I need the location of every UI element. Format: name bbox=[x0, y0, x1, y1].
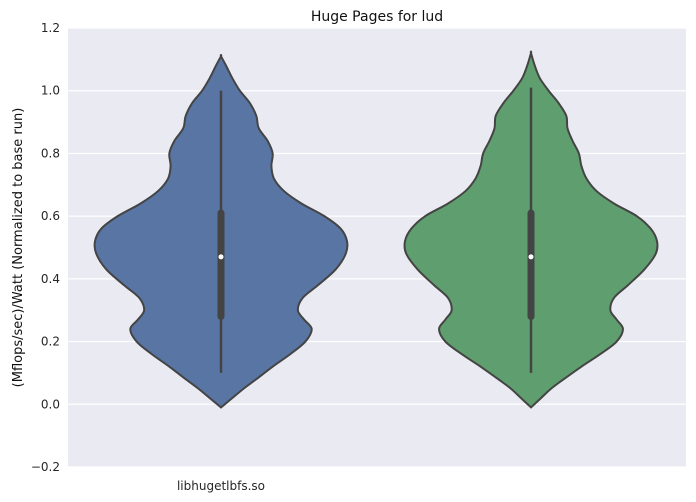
y-tick-label: 0.8 bbox=[41, 146, 60, 160]
median-point bbox=[528, 254, 534, 260]
x-tick-labels: libhugetlbfs.so bbox=[177, 479, 265, 493]
y-tick-label: 0.2 bbox=[41, 335, 60, 349]
y-tick-label: 0.6 bbox=[41, 209, 60, 223]
y-axis-label: (Mflops/sec)/Watt (Normalized to base ru… bbox=[11, 108, 26, 388]
x-tick-label: libhugetlbfs.so bbox=[177, 479, 265, 493]
chart-title: Huge Pages for lud bbox=[311, 9, 443, 25]
y-tick-label: −0.2 bbox=[31, 460, 60, 474]
y-tick-label: 0.0 bbox=[41, 397, 60, 411]
median-point bbox=[218, 254, 224, 260]
y-tick-label: 1.2 bbox=[41, 21, 60, 35]
y-tick-label: 1.0 bbox=[41, 84, 60, 98]
y-tick-labels: −0.2 0.0 0.2 0.4 0.6 0.8 1.0 1.2 bbox=[31, 21, 60, 474]
y-tick-label: 0.4 bbox=[41, 272, 60, 286]
violins bbox=[93, 50, 659, 409]
